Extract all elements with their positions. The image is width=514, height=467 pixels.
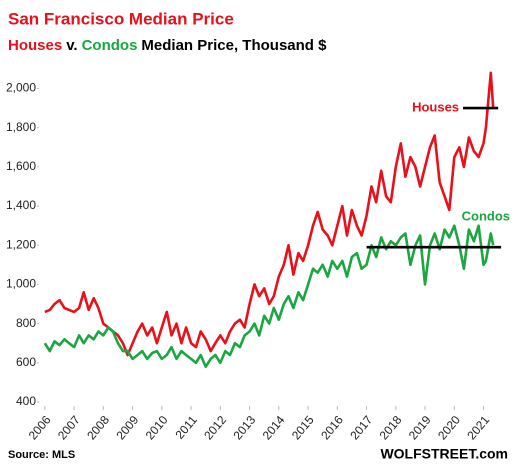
legend-label: Houses bbox=[412, 100, 459, 115]
subtitle-part: Median Price, Thousand $ bbox=[141, 37, 327, 54]
x-tick-label: 2018 bbox=[377, 413, 405, 443]
y-tick-label: 600 bbox=[16, 355, 36, 369]
legend-label: Condos bbox=[462, 209, 510, 224]
y-tick-label: 400 bbox=[16, 394, 36, 408]
series-line bbox=[43, 224, 495, 368]
x-tick-label: 2010 bbox=[143, 413, 171, 443]
source: Source: MLS bbox=[8, 449, 75, 461]
x-tick-label: 2008 bbox=[84, 413, 112, 443]
y-tick-label: 1,200 bbox=[6, 237, 36, 251]
x-tick-label: 2011 bbox=[172, 413, 200, 442]
x-tick-label: 2012 bbox=[201, 413, 229, 443]
subtitle-part: v. bbox=[66, 37, 77, 54]
y-tick-label: 1,800 bbox=[6, 120, 36, 134]
credit: WOLFSTREET.com bbox=[380, 446, 508, 462]
y-tick-label: 1,000 bbox=[6, 277, 36, 291]
x-tick-label: 2006 bbox=[26, 413, 54, 443]
y-tick-label: 1,400 bbox=[6, 198, 36, 212]
x-tick-label: 2015 bbox=[289, 413, 317, 443]
chart-title: San Francisco Median Price bbox=[8, 9, 234, 28]
x-tick-label: 2017 bbox=[347, 413, 375, 443]
subtitle-part: Houses bbox=[8, 37, 62, 54]
x-tick-label: 2020 bbox=[435, 413, 463, 443]
x-tick-label: 2013 bbox=[230, 413, 258, 443]
y-tick-label: 800 bbox=[16, 316, 36, 330]
x-tick-label: 2019 bbox=[406, 413, 434, 443]
y-tick-label: 2,000 bbox=[6, 81, 36, 95]
x-tick-label: 2021 bbox=[464, 413, 492, 443]
series-line bbox=[44, 71, 495, 357]
x-tick-label: 2014 bbox=[260, 413, 288, 443]
x-tick-label: 2009 bbox=[113, 413, 141, 443]
x-tick-label: 2007 bbox=[55, 413, 83, 443]
chart-subtitle: Houses v. Condos Median Price, Thousand $ bbox=[8, 37, 327, 54]
subtitle-part: Condos bbox=[82, 37, 138, 54]
y-tick-label: 1,600 bbox=[6, 159, 36, 173]
x-tick-label: 2016 bbox=[318, 413, 346, 443]
